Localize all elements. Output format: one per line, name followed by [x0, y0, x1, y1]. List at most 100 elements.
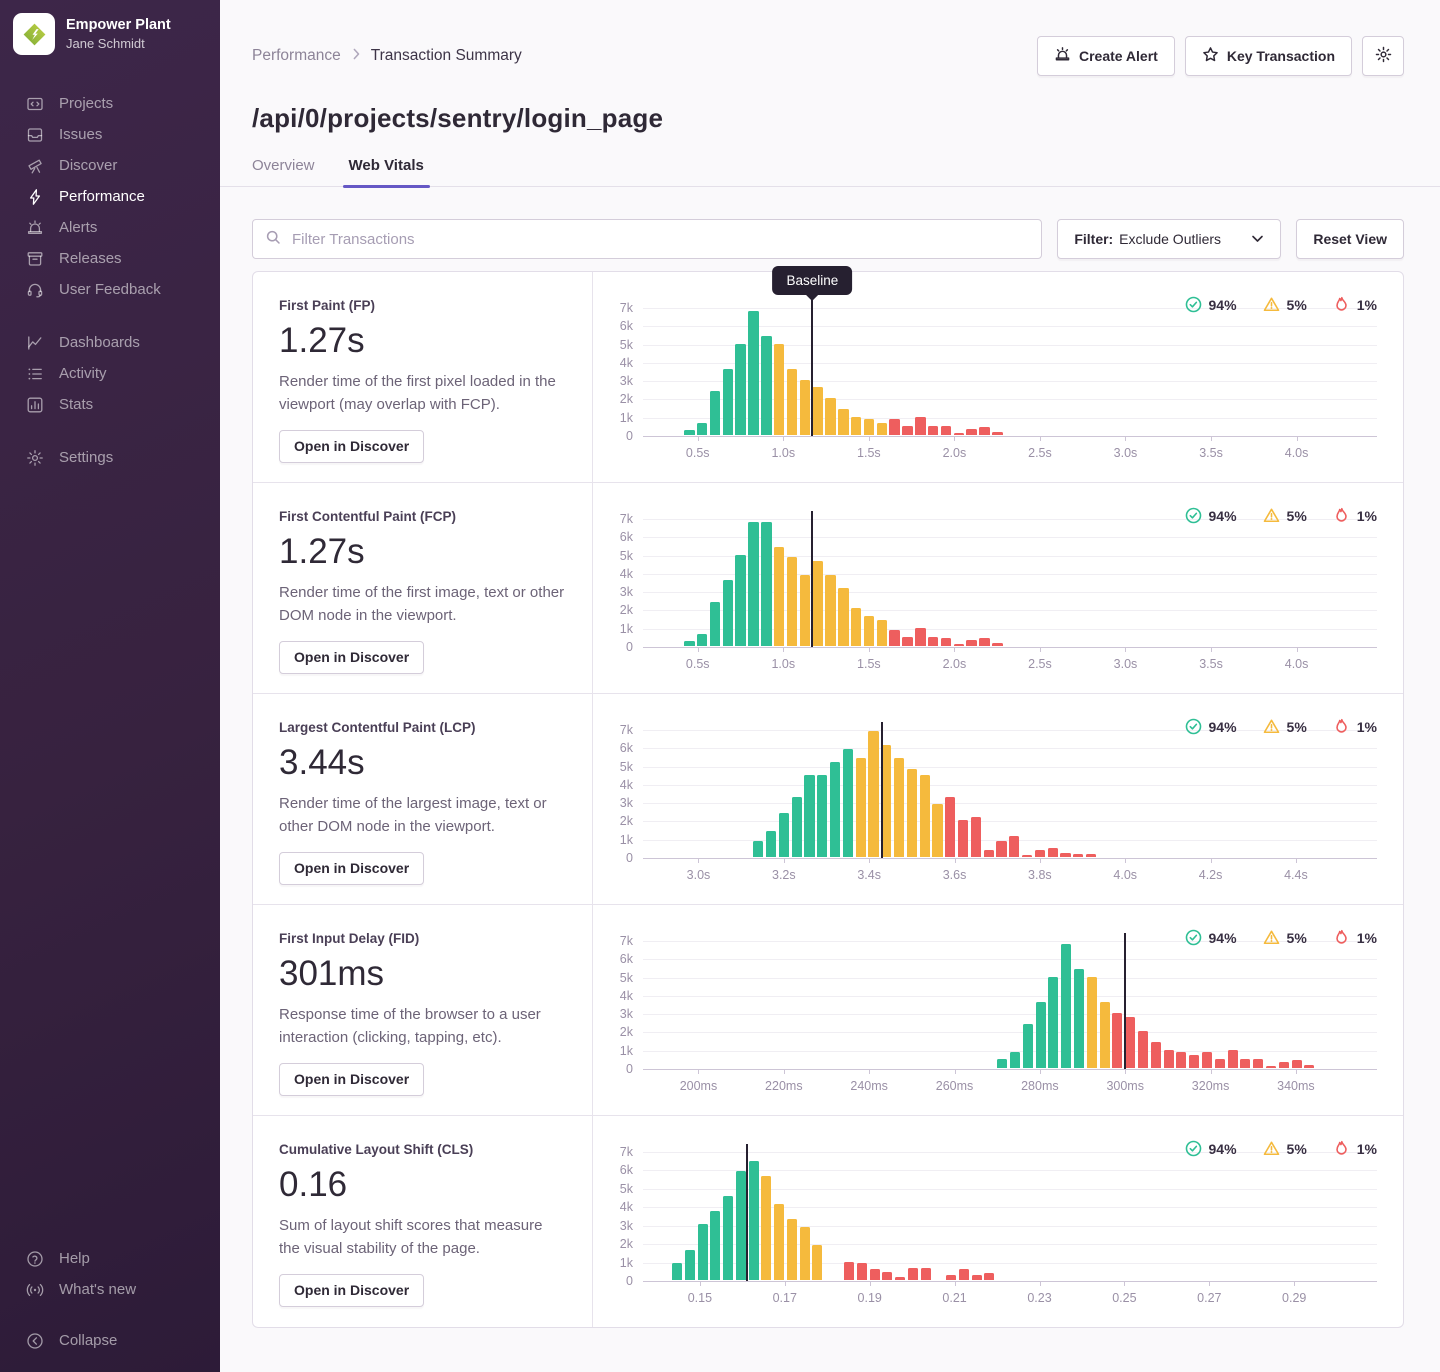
y-axis-label: 0	[626, 1062, 633, 1076]
y-axis-label: 2k	[619, 603, 633, 618]
org-switcher[interactable]: Empower Plant Jane Schmidt	[0, 0, 220, 68]
vital-value: 1.27s	[279, 532, 365, 571]
sidebar-item-label: Activity	[59, 365, 107, 382]
sidebar-footer: Help What's new Collapse	[0, 1243, 220, 1356]
histogram-bar	[953, 644, 965, 646]
y-axis-label: 5k	[619, 337, 633, 352]
gridline	[643, 592, 1377, 594]
histogram-bar	[915, 416, 926, 435]
x-axis-label: 2.5s	[1028, 657, 1052, 671]
breadcrumb-performance[interactable]: Performance	[252, 47, 341, 64]
histogram-bar	[984, 1272, 995, 1280]
histogram-bar	[940, 637, 952, 646]
histogram-bar	[774, 1204, 785, 1280]
gridline	[643, 1262, 1377, 1264]
tab-web-vitals[interactable]: Web Vitals	[342, 157, 431, 188]
histogram-bar	[907, 1268, 918, 1280]
histogram-bar	[1176, 1051, 1187, 1068]
open-in-discover-button[interactable]: Open in Discover	[279, 429, 425, 463]
tab-overview[interactable]: Overview	[252, 157, 315, 174]
sidebar-item-user-feedback[interactable]: User Feedback	[0, 274, 220, 305]
breadcrumb: Performance Transaction Summary	[252, 47, 522, 66]
reset-view-button[interactable]: Reset View	[1296, 219, 1404, 259]
histogram-bar	[971, 1275, 982, 1280]
histogram-bar	[1163, 1049, 1174, 1068]
histogram-bar	[773, 343, 785, 435]
x-axis-label: 300ms	[1106, 1079, 1144, 1093]
sidebar-item-collapse[interactable]: Collapse	[0, 1325, 220, 1356]
vital-value: 1.27s	[279, 321, 365, 360]
legend-meh: 5%	[1263, 507, 1307, 524]
sidebar-item-label: Collapse	[59, 1332, 118, 1349]
vitals-panel: First Paint (FP) 1.27s Render time of the …	[252, 266, 1404, 1328]
filter-transactions-input[interactable]	[290, 229, 1030, 249]
gridline	[643, 1207, 1377, 1209]
gridline	[643, 308, 1377, 309]
y-axis-label: 7k	[619, 301, 633, 315]
x-axis-label: 220ms	[765, 1079, 803, 1093]
settings-button[interactable]	[1362, 36, 1404, 76]
histogram-bar	[1074, 969, 1085, 1068]
legend-meh: 5%	[1263, 929, 1307, 946]
histogram-bar	[753, 840, 764, 857]
x-axis-label: 1.0s	[771, 446, 796, 460]
vital-summary-fid: First Input Delay (FID) 301ms Response tim…	[253, 905, 593, 1115]
sidebar-item-help[interactable]: Help	[0, 1243, 220, 1274]
sidebar-item-discover[interactable]: Discover	[0, 150, 220, 181]
filter-dropdown[interactable]: Filter: Exclude Outliers	[1057, 219, 1282, 259]
vital-description: Sum of layout shift scores that measure …	[279, 1217, 543, 1258]
key-transaction-button[interactable]: Key Transaction	[1184, 36, 1352, 76]
sidebar-item-releases[interactable]: Releases	[0, 243, 220, 274]
baseline-marker	[745, 1144, 748, 1281]
nav-divider	[0, 305, 220, 327]
sidebar-item-issues[interactable]: Issues	[0, 119, 220, 150]
x-axis-label: 4.0s	[1284, 657, 1309, 671]
open-in-discover-button[interactable]: Open in Discover	[279, 1273, 425, 1307]
sidebar-item-alerts[interactable]: Alerts	[0, 212, 220, 243]
sidebar-item-whats-new[interactable]: What's new	[0, 1274, 220, 1305]
sidebar-item-dashboards[interactable]: Dashboards	[0, 327, 220, 358]
open-in-discover-button[interactable]: Open in Discover	[279, 640, 425, 674]
collapse-icon	[25, 1332, 44, 1350]
sidebar-item-label: Help	[59, 1250, 90, 1267]
chart-legend: 94% 5% 1%	[1185, 1140, 1377, 1157]
histogram-bar	[979, 637, 990, 646]
open-in-discover-button[interactable]: Open in Discover	[279, 1062, 425, 1096]
sidebar-item-performance[interactable]: Performance	[0, 181, 220, 212]
histogram-bar	[876, 620, 888, 646]
histogram-bar	[882, 1271, 893, 1280]
x-axis-tick	[699, 1281, 701, 1286]
sidebar-item-label: Discover	[59, 157, 118, 174]
create-alert-button[interactable]: Create Alert	[1036, 36, 1175, 76]
sidebar-item-stats[interactable]: Stats	[0, 389, 220, 420]
legend-meh: 5%	[1263, 1140, 1307, 1157]
vital-title: First Contentful Paint (FCP)	[279, 509, 456, 524]
histogram-bar	[1240, 1058, 1251, 1068]
check-icon	[1185, 1140, 1202, 1157]
help-icon	[25, 1250, 44, 1268]
sidebar-item-settings[interactable]: Settings	[0, 442, 220, 473]
x-axis-tick	[1209, 1281, 1211, 1286]
histogram-bar	[773, 547, 785, 646]
x-axis-tick	[1039, 1281, 1041, 1286]
broadcast-icon	[25, 1281, 44, 1299]
legend-value: 94%	[1208, 718, 1237, 735]
y-axis-label: 1k	[619, 1043, 633, 1058]
x-axis-label: 0.17	[772, 1291, 797, 1305]
sidebar-item-projects[interactable]: Projects	[0, 88, 220, 119]
org-meta: Empower Plant Jane Schmidt	[66, 17, 171, 51]
gridline	[643, 821, 1377, 823]
histogram-bar	[856, 1262, 867, 1280]
sidebar-item-activity[interactable]: Activity	[0, 358, 220, 389]
fire-icon	[1333, 929, 1350, 946]
y-axis-label: 2k	[619, 1237, 633, 1252]
chart-plot: 7k 6k 5k 4k 3k 2k 1k 0 0.15 0.17 0.19 0.21 0.23 0.25 0…	[620, 1144, 1377, 1305]
legend-value: 94%	[1208, 1140, 1237, 1157]
histogram-bar	[1085, 854, 1097, 857]
legend-value: 5%	[1286, 1140, 1307, 1157]
x-axis-tick	[697, 436, 699, 441]
open-in-discover-button[interactable]: Open in Discover	[279, 851, 425, 885]
gridline	[643, 1170, 1377, 1172]
vital-value: 0.16	[279, 1165, 348, 1204]
histogram-bar	[842, 749, 853, 857]
